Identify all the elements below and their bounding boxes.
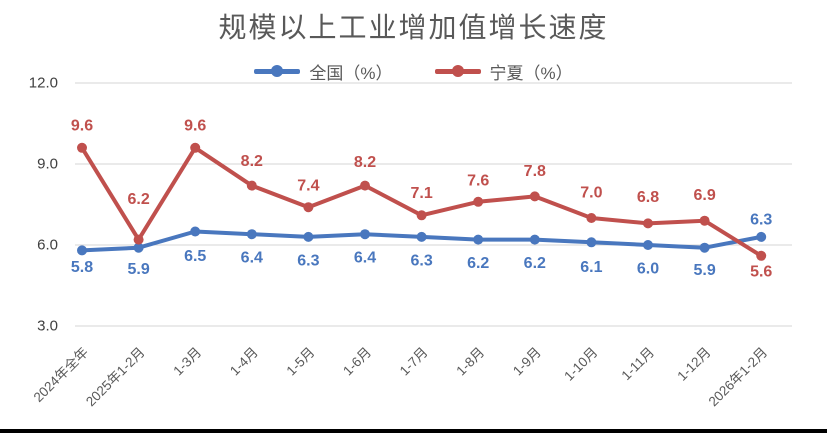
legend-item-ningxia: 宁夏（%） [434, 59, 573, 84]
data-point [360, 180, 370, 191]
data-point [529, 191, 540, 202]
bottom-divider [0, 429, 827, 433]
data-point [360, 229, 370, 240]
data-point [473, 234, 484, 245]
legend-dot-icon [271, 65, 284, 77]
x-axis-tick-label: 1-8月 [453, 345, 487, 379]
data-point [643, 240, 653, 250]
x-axis-tick-label: 1-4月 [227, 345, 261, 379]
x-axis-tick-label: 1-6月 [340, 345, 374, 379]
data-label: 6.5 [184, 248, 206, 265]
data-point [190, 142, 201, 153]
data-label: 9.6 [71, 117, 93, 134]
x-axis-tick-label: 1-12月 [674, 345, 713, 384]
data-label: 5.9 [693, 262, 715, 279]
data-label: 7.8 [524, 163, 546, 180]
data-point [586, 237, 597, 248]
data-point [133, 234, 144, 245]
data-point [303, 231, 314, 242]
data-label: 6.8 [637, 189, 659, 206]
legend-line-marker-icon [434, 65, 481, 77]
data-label: 8.2 [354, 154, 376, 171]
data-point [303, 202, 314, 213]
data-point [190, 226, 201, 237]
data-label: 8.2 [241, 153, 263, 170]
data-label: 6.4 [241, 250, 263, 267]
data-label: 6.3 [750, 211, 772, 228]
x-axis-tick-label: 1-11月 [619, 345, 658, 384]
data-label: 7.1 [410, 185, 432, 202]
data-point [529, 234, 540, 245]
data-point [699, 215, 710, 226]
y-axis-tick-label: 6.0 [37, 237, 58, 254]
data-label: 6.3 [410, 252, 432, 269]
x-axis-tick-label: 1-3月 [170, 345, 204, 379]
data-point [473, 196, 484, 207]
data-point [756, 231, 767, 242]
data-label: 5.9 [127, 261, 149, 278]
data-label: 6.3 [297, 252, 319, 269]
x-axis-tick-label: 1-5月 [284, 345, 318, 379]
y-axis-tick-label: 9.0 [37, 156, 58, 173]
x-axis-tick-label: 2026年1-2月 [706, 345, 771, 410]
data-point [77, 142, 87, 153]
data-label: 7.6 [467, 172, 489, 189]
data-point [756, 250, 767, 261]
legend-label-national: 全国（%） [309, 63, 393, 83]
data-label: 6.9 [693, 187, 715, 204]
data-label: 9.6 [184, 117, 206, 134]
data-label: 6.0 [637, 261, 659, 278]
data-point [133, 242, 144, 253]
x-axis-tick-label: 1-7月 [397, 345, 431, 379]
data-label: 7.4 [297, 178, 319, 195]
data-label: 5.6 [750, 263, 772, 280]
data-label: 6.4 [354, 250, 376, 267]
data-label: 6.2 [524, 255, 546, 272]
legend: 全国（%） 宁夏（%） [0, 58, 827, 84]
y-axis-tick-label: 3.0 [37, 318, 58, 335]
data-label: 7.0 [580, 185, 602, 202]
x-axis-tick-label: 1-10月 [561, 345, 600, 384]
data-point [246, 229, 257, 240]
data-label: 6.1 [580, 259, 602, 276]
data-point [416, 231, 427, 242]
legend-line-marker-icon [254, 65, 301, 77]
data-point [246, 180, 257, 191]
legend-label-ningxia: 宁夏（%） [489, 63, 573, 83]
chart-title: 规模以上工业增加值增长速度 [218, 12, 609, 43]
data-point [699, 242, 710, 253]
data-point [586, 213, 597, 223]
y-axis-tick-label: 12.0 [29, 75, 58, 92]
data-point [643, 218, 653, 229]
data-point [77, 245, 87, 256]
x-axis-tick-label: 2024年全年 [30, 344, 91, 405]
data-point [416, 210, 427, 221]
x-axis-tick-label: 1-9月 [510, 345, 544, 379]
legend-item-national: 全国（%） [254, 59, 393, 84]
data-label: 6.2 [127, 191, 149, 208]
legend-dot-icon [451, 65, 464, 77]
data-label: 6.2 [467, 255, 489, 272]
data-label: 5.8 [71, 259, 93, 276]
x-axis-tick-label: 2025年1-2月 [83, 345, 148, 410]
